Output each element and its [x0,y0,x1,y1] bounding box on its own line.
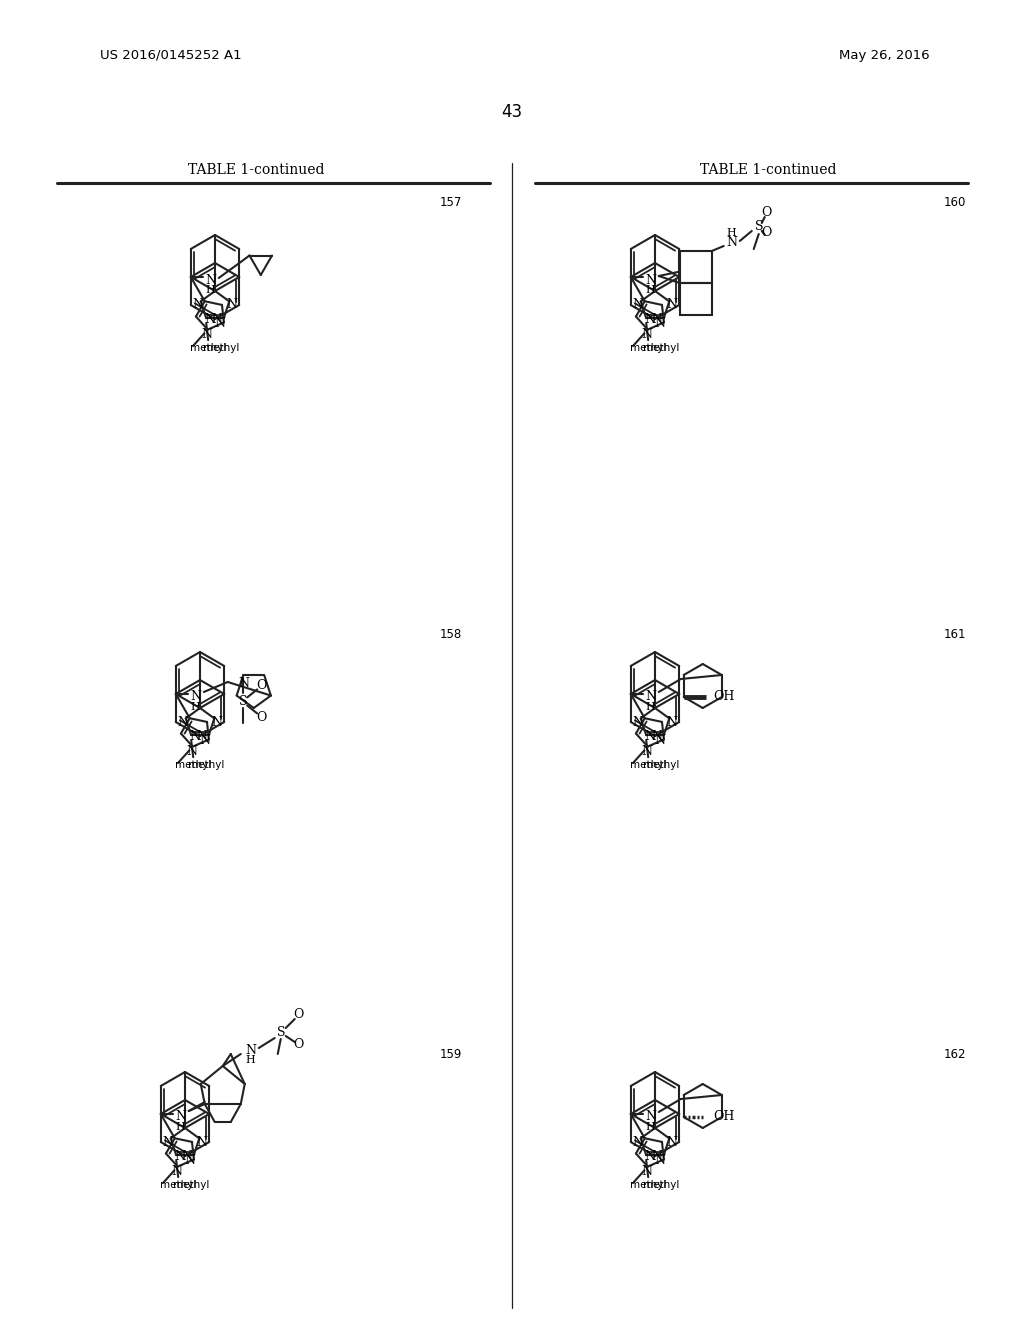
Text: N: N [197,1135,208,1148]
Text: methyl: methyl [630,1180,667,1191]
Text: N: N [645,690,656,704]
Text: N: N [175,1110,186,1123]
Text: N: N [211,313,222,326]
Text: O: O [294,1039,304,1052]
Text: 161: 161 [943,628,966,642]
Text: N: N [641,1166,652,1177]
Text: S: S [276,1026,285,1039]
Text: N: N [197,730,207,743]
Text: methyl: methyl [188,760,224,770]
Text: N: N [239,677,250,690]
Text: N: N [193,298,203,312]
Text: N: N [162,1135,173,1148]
Text: N: N [654,317,665,330]
Text: N: N [205,313,216,326]
Text: 160: 160 [944,195,966,209]
Text: N: N [667,298,678,312]
Text: TABLE 1-continued: TABLE 1-continued [699,162,837,177]
Text: O: O [762,206,772,219]
Text: 43: 43 [502,103,522,121]
Text: N: N [726,236,737,249]
Text: N: N [205,273,216,286]
Text: methyl: methyl [643,760,679,770]
Text: N: N [654,1155,665,1167]
Text: methyl: methyl [630,343,667,354]
Text: N: N [177,715,188,729]
Text: 157: 157 [439,195,462,209]
Text: N: N [641,327,652,341]
Text: 158: 158 [439,628,462,642]
Text: N: N [654,734,665,747]
Text: N: N [199,734,210,747]
Text: OH: OH [714,1110,735,1123]
Text: H: H [727,228,736,238]
Text: 162: 162 [943,1048,966,1061]
Text: N: N [186,744,197,758]
Text: N: N [181,1150,193,1163]
Text: N: N [212,715,223,729]
Text: N: N [632,1135,643,1148]
Text: N: N [645,730,655,743]
Text: O: O [256,711,266,723]
Text: N: N [184,1155,195,1167]
Text: H: H [646,702,655,711]
Text: N: N [651,730,663,743]
Text: N: N [667,1135,678,1148]
Text: methyl: methyl [160,1180,197,1191]
Text: N: N [645,1110,656,1123]
Text: May 26, 2016: May 26, 2016 [840,49,930,62]
Text: O: O [256,678,266,692]
Text: N: N [632,298,643,312]
Text: O: O [294,1008,304,1022]
Text: N: N [190,690,202,704]
Text: N: N [645,273,656,286]
Text: methyl: methyl [175,760,211,770]
Text: O: O [762,227,772,239]
Text: H: H [190,702,201,711]
Text: N: N [175,1150,185,1163]
Text: N: N [651,313,663,326]
Text: methyl: methyl [190,343,226,354]
Text: TABLE 1-continued: TABLE 1-continued [187,162,325,177]
Text: US 2016/0145252 A1: US 2016/0145252 A1 [100,49,242,62]
Text: N: N [214,317,225,330]
Text: N: N [641,744,652,758]
Text: N: N [651,1150,663,1163]
Text: N: N [171,1166,182,1177]
Text: H: H [206,285,216,294]
Text: N: N [645,313,655,326]
Text: N: N [246,1044,256,1056]
Text: S: S [755,220,763,234]
Text: methyl: methyl [643,343,679,352]
Text: N: N [226,298,238,312]
Text: N: N [645,1150,655,1163]
Text: N: N [189,730,201,743]
Text: methyl: methyl [203,343,240,352]
Text: H: H [176,1122,185,1133]
Text: methyl: methyl [643,1180,679,1189]
Text: N: N [201,327,212,341]
Text: methyl: methyl [630,760,667,770]
Text: S: S [239,694,248,708]
Text: H: H [246,1055,256,1065]
Text: H: H [646,1122,655,1133]
Text: N: N [667,715,678,729]
Text: 159: 159 [439,1048,462,1061]
Text: OH: OH [714,690,735,704]
Text: H: H [646,285,655,294]
Text: N: N [632,715,643,729]
Text: methyl: methyl [173,1180,209,1189]
